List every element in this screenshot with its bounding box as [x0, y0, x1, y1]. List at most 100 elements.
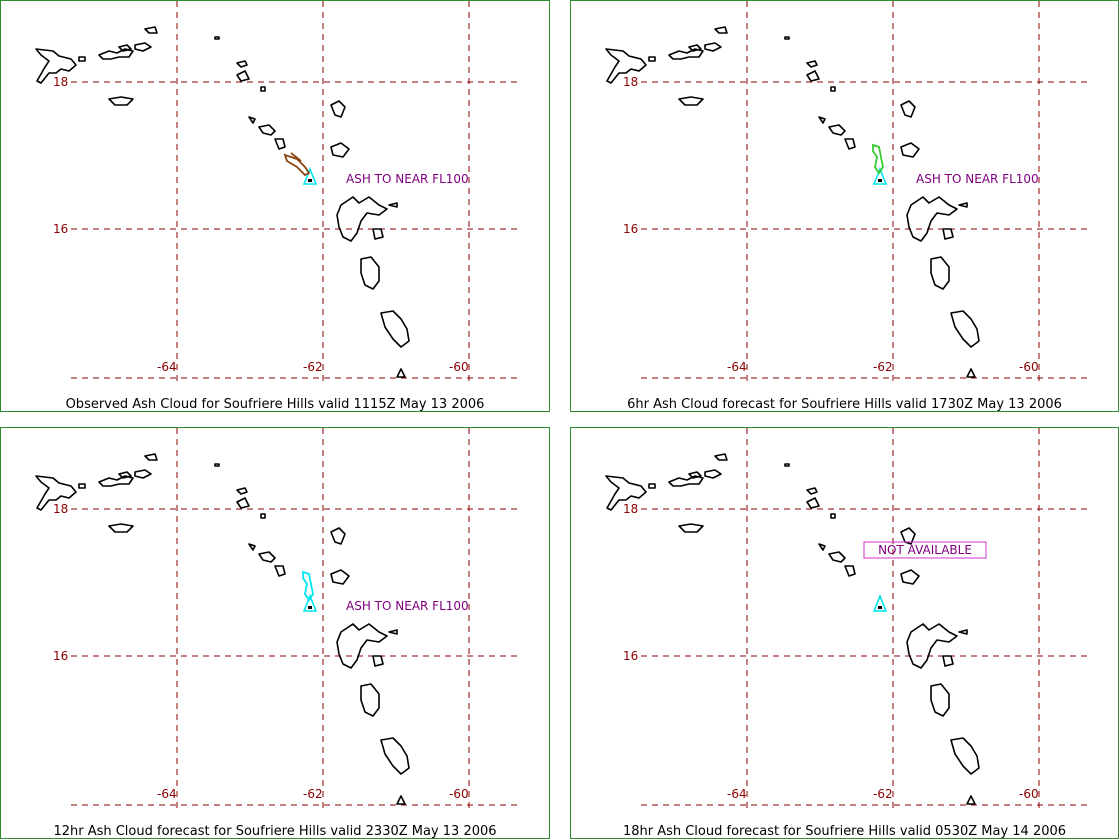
island-outline — [260, 513, 266, 519]
island-outline — [78, 483, 86, 489]
island-outline — [360, 683, 380, 717]
island-outline — [830, 86, 836, 92]
ash-height-note: ASH TO NEAR FL100 — [346, 599, 469, 613]
island-outline — [966, 795, 976, 805]
ash-cloud-outline — [872, 143, 884, 175]
island-outline — [900, 569, 920, 585]
island-outline — [214, 36, 220, 40]
island-outline — [236, 497, 250, 509]
montserrat-island — [878, 179, 882, 182]
island-outline — [806, 60, 818, 68]
island-outline — [688, 471, 702, 479]
island-outline — [828, 551, 846, 563]
island-outline — [906, 623, 958, 669]
island-outline — [372, 228, 384, 240]
lon-label: -64 — [157, 787, 177, 801]
lon-label: -62 — [873, 360, 893, 374]
island-outline — [900, 527, 916, 545]
lon-label: -64 — [727, 787, 747, 801]
lon-label: -60 — [1019, 787, 1039, 801]
island-outline — [236, 487, 248, 495]
lon-label: -62 — [303, 360, 323, 374]
island-outline — [78, 56, 86, 62]
island-outline — [330, 569, 350, 585]
island-outline — [704, 42, 722, 52]
island-outline — [830, 513, 836, 519]
map-canvas: 18 16 -64 -62 -60 ASH TO NEAR FL100 — [35, 428, 517, 808]
island-outline — [844, 138, 856, 150]
coastline-group — [35, 26, 410, 378]
island-outline — [336, 623, 388, 669]
island-outline — [818, 116, 826, 124]
island-outline — [906, 196, 958, 242]
island-outline — [330, 142, 350, 158]
map-panel-12hr: 18 16 -64 -62 -60 ASH TO NEAR FL100 12hr Ash … — [0, 427, 550, 839]
lat-label: 18 — [623, 75, 638, 89]
island-outline — [396, 368, 406, 378]
island-outline — [900, 142, 920, 158]
island-outline — [248, 116, 256, 124]
lat-label: 16 — [623, 649, 638, 663]
island-outline — [134, 42, 152, 52]
volcano-icon — [872, 593, 888, 612]
island-outline — [360, 256, 380, 290]
island-outline — [236, 60, 248, 68]
map-canvas: 18 16 -64 -62 -60 ASH TO NEAR FL100 — [35, 1, 517, 381]
lat-label: 18 — [623, 502, 638, 516]
lon-label: -64 — [727, 360, 747, 374]
island-outline — [668, 475, 704, 487]
island-outline — [942, 228, 954, 240]
island-outline — [668, 48, 704, 60]
volcano-icon — [872, 166, 888, 185]
island-outline — [98, 475, 134, 487]
coastline-group — [605, 453, 980, 805]
island-outline — [388, 629, 398, 635]
island-outline — [828, 124, 846, 136]
panel-caption: Observed Ash Cloud for Soufriere Hills v… — [65, 397, 485, 412]
island-outline — [605, 475, 647, 511]
panel-caption: 18hr Ash Cloud forecast for Soufriere Hi… — [622, 824, 1067, 839]
island-outline — [372, 655, 384, 667]
ash-height-note: ASH TO NEAR FL100 — [916, 172, 1039, 186]
island-outline — [258, 124, 276, 136]
island-outline — [236, 70, 250, 82]
island-outline — [144, 453, 158, 461]
island-outline — [648, 56, 656, 62]
island-outline — [844, 565, 856, 577]
island-outline — [678, 96, 704, 106]
island-outline — [108, 96, 134, 106]
island-outline — [714, 26, 728, 34]
island-outline — [806, 70, 820, 82]
ash-height-note: ASH TO NEAR FL100 — [346, 172, 469, 186]
island-outline — [388, 202, 398, 208]
island-outline — [274, 138, 286, 150]
map-panel-18hr: 18 16 -64 -62 -60 NOT AVAILABLE 18hr Ash Clou… — [570, 427, 1119, 839]
island-outline — [900, 100, 916, 118]
ash-cloud-outline — [302, 570, 314, 602]
island-outline — [35, 475, 77, 511]
island-outline — [336, 196, 388, 242]
coastline-group — [35, 453, 410, 805]
volcano-icon — [302, 593, 318, 612]
map-panel-6hr: 18 16 -64 -62 -60 ASH TO NEAR FL100 6hr Ash C… — [570, 0, 1119, 412]
lat-label: 16 — [53, 222, 68, 236]
island-outline — [214, 463, 220, 467]
lat-label: 16 — [623, 222, 638, 236]
island-outline — [930, 683, 950, 717]
lat-label: 16 — [53, 649, 68, 663]
island-outline — [942, 655, 954, 667]
island-outline — [258, 551, 276, 563]
island-outline — [144, 26, 158, 34]
lon-label: -64 — [157, 360, 177, 374]
lon-label: -60 — [449, 360, 469, 374]
island-outline — [380, 310, 410, 348]
lon-label: -60 — [1019, 360, 1039, 374]
island-outline — [950, 310, 980, 348]
island-outline — [118, 44, 132, 52]
island-outline — [688, 44, 702, 52]
island-outline — [784, 463, 790, 467]
island-outline — [648, 483, 656, 489]
island-outline — [714, 453, 728, 461]
montserrat-island — [878, 606, 882, 609]
island-outline — [274, 565, 286, 577]
